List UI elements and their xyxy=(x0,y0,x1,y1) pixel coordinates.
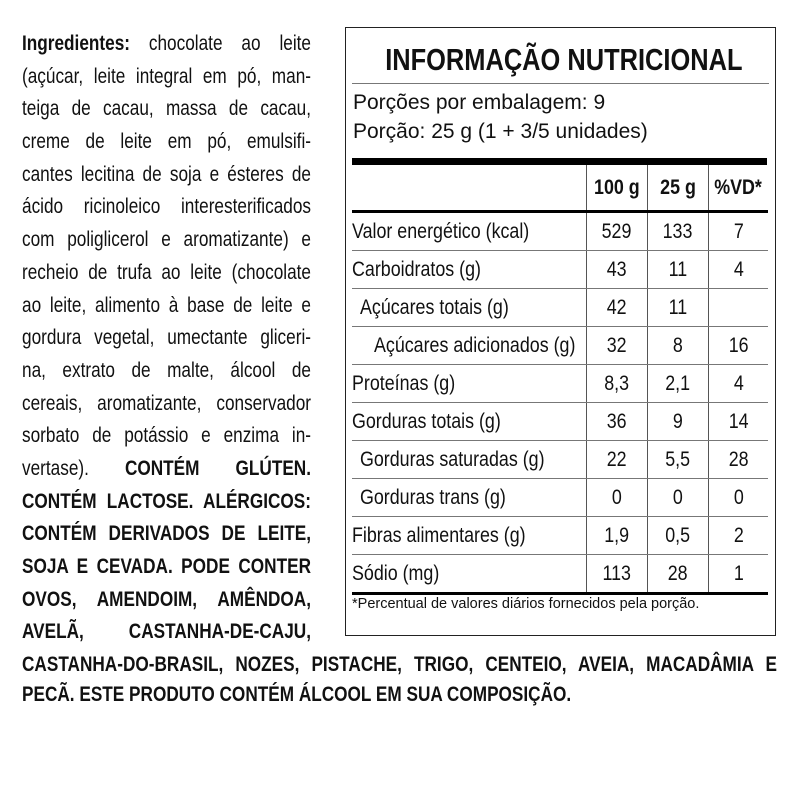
nutrient-name: Gorduras totais (g) xyxy=(352,402,587,441)
table-row: Carboidratos (g) 43 11 4 xyxy=(352,250,768,289)
nutrition-facts-table: INFORMAÇÃO NUTRICIONAL Porções por embal… xyxy=(345,27,776,636)
ingredients-line: sorbato de potássio e enzima in- xyxy=(22,423,311,448)
nutrient-value: 11 xyxy=(647,250,709,289)
nutrient-value: 2 xyxy=(708,516,768,555)
nutrient-name: Açúcares adicionados (g) xyxy=(352,326,587,365)
nutrient-value: 42 xyxy=(586,288,648,327)
nutrient-value: 43 xyxy=(586,250,648,289)
nutrient-value: 4 xyxy=(708,364,768,403)
header-cell: 100 g xyxy=(586,165,648,213)
nutrient-value: 14 xyxy=(708,402,768,441)
nutrient-value: 529 xyxy=(586,211,648,251)
ingredients-line: cereais, aromatizante, conservador xyxy=(22,390,311,415)
nutrient-value: 8,3 xyxy=(586,364,648,403)
ingredients-text: Ingredientes: chocolate ao leite (açúcar… xyxy=(22,27,312,648)
nutrient-value: 0 xyxy=(647,478,709,517)
ingredients-label: Ingredientes: xyxy=(22,31,130,55)
nutrient-value: 0 xyxy=(586,478,648,517)
nutrient-value: 16 xyxy=(708,326,768,365)
allergen-continuation: CASTANHA-DO-BRASIL, NOZES, PISTACHE, TRI… xyxy=(22,649,778,709)
nutrient-value: 11 xyxy=(647,288,709,327)
table-row: Gorduras trans (g) 0 0 0 xyxy=(352,478,768,517)
header-cell xyxy=(352,165,587,213)
divider xyxy=(352,83,769,84)
thick-divider xyxy=(352,158,767,165)
nutrition-title: INFORMAÇÃO NUTRICIONAL xyxy=(385,42,743,77)
allergen-line: CONTÉM GLÚTEN. xyxy=(124,455,311,480)
table-row: Proteínas (g) 8,3 2,1 4 xyxy=(352,364,768,403)
footnote: *Percentual de valores diários fornecido… xyxy=(352,596,700,612)
nutrient-name: Proteínas (g) xyxy=(352,364,587,403)
nutrient-value: 8 xyxy=(647,326,709,365)
nutrient-name: Carboidratos (g) xyxy=(352,250,587,289)
nutrient-value: 28 xyxy=(708,440,768,479)
ingredients-line: cantes lecitina de soja e ésteres de xyxy=(22,161,311,186)
nutrient-value: 4 xyxy=(708,250,768,289)
nutrient-name: Açúcares totais (g) xyxy=(352,288,587,327)
ingredients-line: recheio de trufa ao leite (chocolate xyxy=(22,259,311,284)
ingredients-line: gordura vegetal, umectante gliceri- xyxy=(22,325,311,350)
nutrient-value: 22 xyxy=(586,440,648,479)
ingredients-line: (açúcar, leite integral em pó, man- xyxy=(22,63,311,88)
nutrient-value: 1 xyxy=(708,554,768,595)
serving-size: Porção: 25 g (1 + 3/5 unidades) xyxy=(353,120,648,143)
nutrient-name: Sódio (mg) xyxy=(352,554,587,595)
nutrient-value: 113 xyxy=(586,554,648,595)
ingredients-line: ácido ricinoleico interesterificados xyxy=(22,194,311,219)
ingredients-line: na, extrato de malte, álcool de xyxy=(22,357,311,382)
nutrient-table: 100 g 25 g %VD* Valor energético (kcal) 5… xyxy=(352,165,768,595)
nutrient-value: 28 xyxy=(647,554,709,595)
nutrient-value: 32 xyxy=(586,326,648,365)
allergen-line: CONTÉM LACTOSE. ALÉRGICOS: xyxy=(22,488,311,513)
ingredients-line: creme de leite em pó, emulsifi- xyxy=(22,129,311,154)
ingredients-line: vertase). xyxy=(22,455,125,480)
ingredients-line: ao leite, alimento à base de leite e xyxy=(22,292,311,317)
allergen-line: AVELÃ, CASTANHA-DE-CAJU, xyxy=(22,619,311,644)
nutrient-name: Valor energético (kcal) xyxy=(352,211,587,251)
nutrient-value: 1,9 xyxy=(586,516,648,555)
nutrient-value: 0,5 xyxy=(647,516,709,555)
nutrient-value: 0 xyxy=(708,478,768,517)
nutrient-name: Gorduras saturadas (g) xyxy=(352,440,587,479)
table-row: Gorduras saturadas (g) 22 5,5 28 xyxy=(352,440,768,479)
table-row: Fibras alimentares (g) 1,9 0,5 2 xyxy=(352,516,768,555)
allergen-line: SOJA E CEVADA. PODE CONTER xyxy=(22,554,311,578)
table-row: Açúcares totais (g) 42 11 xyxy=(352,288,768,327)
header-cell: %VD* xyxy=(708,165,768,213)
table-row: Sódio (mg) 113 28 1 xyxy=(352,554,768,595)
allergen-line: CONTÉM DERIVADOS DE LEITE, xyxy=(22,521,311,546)
nutrient-value xyxy=(708,288,768,327)
nutrient-value: 7 xyxy=(708,211,768,251)
nutrient-name: Gorduras trans (g) xyxy=(352,478,587,517)
nutrient-value: 36 xyxy=(586,402,648,441)
table-row: Açúcares adicionados (g) 32 8 16 xyxy=(352,326,768,365)
serving-info: Porções por embalagem: 9 Porção: 25 g (1… xyxy=(353,88,648,146)
table-row: Gorduras totais (g) 36 9 14 xyxy=(352,402,768,441)
allergen-line: PECÃ. ESTE PRODUTO CONTÉM ÁLCOOL EM SUA … xyxy=(22,682,572,706)
table-row: Valor energético (kcal) 529 133 7 xyxy=(352,211,768,251)
allergen-line: OVOS, AMENDOIM, AMÊNDOA, xyxy=(22,586,311,611)
nutrient-name: Fibras alimentares (g) xyxy=(352,516,587,555)
ingredients-line: com poliglicerol e aromatizante) e xyxy=(22,227,311,252)
allergen-line: CASTANHA-DO-BRASIL, NOZES, PISTACHE, TRI… xyxy=(22,652,777,676)
header-cell: 25 g xyxy=(647,165,709,213)
nutrient-value: 5,5 xyxy=(647,440,709,479)
ingredients-line: chocolate ao leite xyxy=(130,31,311,55)
ingredients-line: teiga de cacau, massa de cacau, xyxy=(22,96,311,121)
servings-per-package: Porções por embalagem: 9 xyxy=(353,91,606,114)
table-header: 100 g 25 g %VD* xyxy=(352,165,768,213)
nutrient-value: 2,1 xyxy=(647,364,709,403)
nutrient-value: 9 xyxy=(647,402,709,441)
nutrient-value: 133 xyxy=(647,211,709,251)
